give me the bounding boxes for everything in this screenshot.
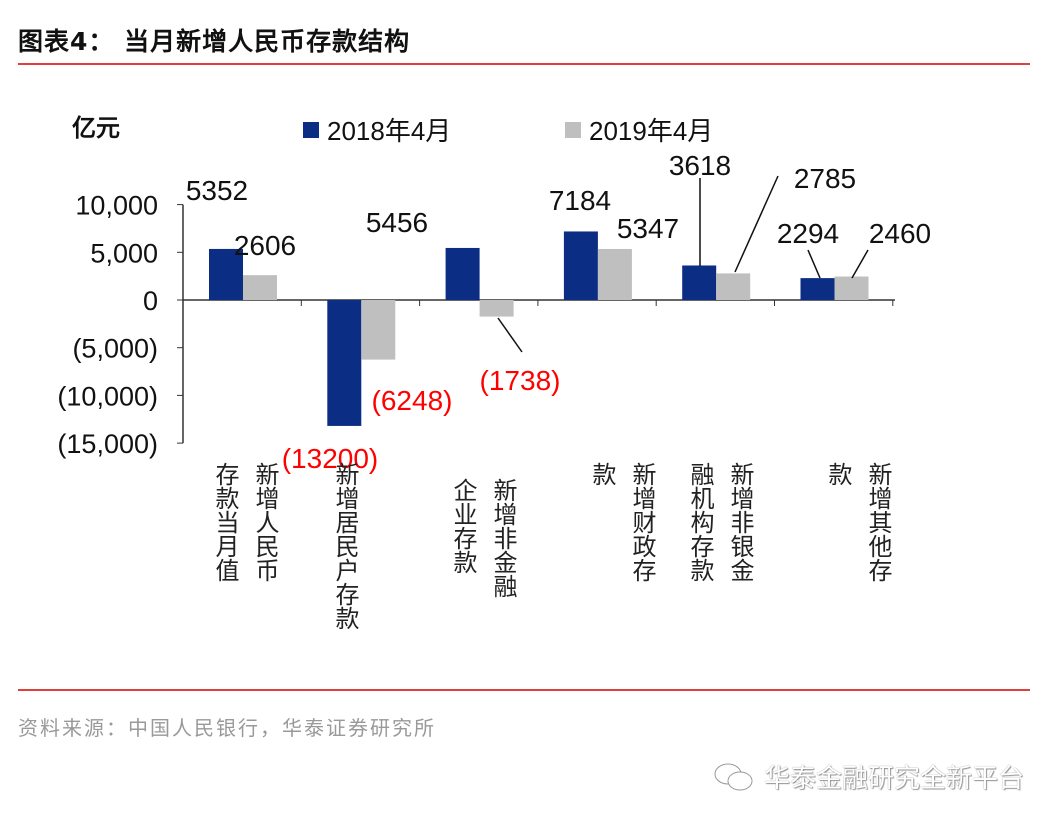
data-label: (13200) [282, 443, 379, 474]
data-label: (6248) [372, 385, 453, 416]
bar [716, 273, 751, 300]
bar [327, 300, 362, 426]
x-category-label: 新增人民币存款当月值 [211, 462, 279, 582]
top-divider [18, 63, 1030, 65]
data-label: 2785 [794, 163, 856, 194]
x-category-label: 新增财政存款 [588, 462, 656, 582]
data-label: 3618 [669, 150, 731, 181]
y-tick-label: (10,000) [57, 381, 158, 411]
bar [597, 248, 632, 300]
data-label: 2606 [234, 230, 296, 261]
y-tick-label: 10,000 [75, 191, 158, 221]
y-tick-label: (15,000) [57, 429, 158, 459]
leader-line [497, 317, 523, 353]
bar [445, 247, 480, 300]
legend-swatch [303, 122, 319, 138]
data-label: 5456 [366, 207, 428, 238]
x-category-label: 新增非银金融机构存款 [686, 462, 754, 582]
bar [682, 265, 717, 300]
data-label: 5352 [186, 175, 248, 206]
legend-swatch [565, 122, 581, 138]
data-label: 7184 [549, 185, 611, 216]
watermark: 华泰金融研究全新平台 [712, 758, 1024, 795]
bar [563, 231, 598, 300]
leader-line [851, 249, 869, 279]
leader-line [807, 249, 821, 279]
y-tick-label: 5,000 [90, 238, 158, 268]
x-category-label: 新增其他存款 [824, 462, 892, 582]
data-label: 5347 [617, 213, 679, 244]
bottom-divider [18, 689, 1030, 691]
bar-chart: 亿元 2018年4月 2019年4月 10,000 5,000 0 (5,000) (10,0… [57, 115, 931, 474]
legend-label: 2018年4月 [327, 116, 451, 146]
data-label: (1738) [480, 365, 561, 396]
bar [834, 276, 869, 300]
bar [479, 300, 514, 317]
y-tick-label: 0 [143, 286, 158, 316]
wechat-icon [714, 763, 753, 790]
bar [361, 300, 396, 360]
data-label: 2460 [869, 218, 931, 249]
figure-title: 图表4： 当月新增人民币存款结构 [18, 27, 411, 56]
x-category-label: 新增居民户存款 [331, 462, 359, 630]
bar [800, 278, 835, 300]
leader-line [734, 175, 779, 273]
data-label: 2294 [777, 218, 839, 249]
bar [209, 248, 243, 300]
legend-label: 2019年4月 [589, 116, 713, 146]
y-axis-label: 亿元 [72, 115, 120, 142]
watermark-text: 华泰金融研究全新平台 [764, 764, 1025, 794]
x-category-label: 新增非金融企业存款 [449, 478, 517, 598]
y-tick-label: (5,000) [72, 334, 158, 364]
bar [243, 275, 277, 300]
source-note: 资料来源：中国人民银行，华泰证券研究所 [18, 716, 436, 740]
